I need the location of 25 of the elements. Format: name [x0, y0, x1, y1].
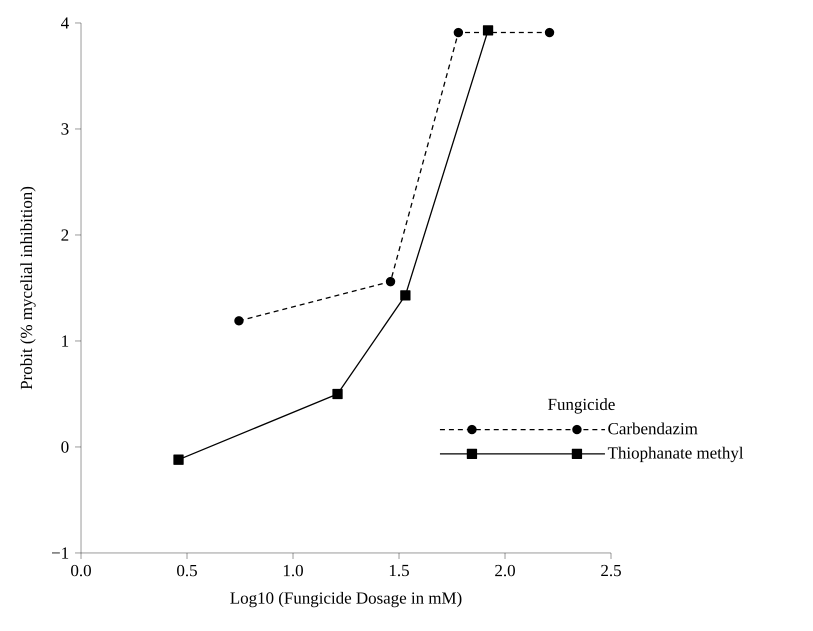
legend-label: Carbendazim	[608, 422, 698, 434]
x-tick-label: 1.5	[390, 564, 409, 576]
point	[400, 290, 411, 301]
point	[234, 316, 244, 326]
x-tick-label: 2.5	[601, 564, 621, 576]
point	[173, 454, 184, 465]
legend-label: Thiophanate methyl	[608, 446, 744, 462]
x-axis-title: Log10 (Fungicide Dosage in mM)	[230, 592, 462, 608]
y-tick-label: 1	[62, 335, 68, 347]
point	[332, 388, 343, 400]
point	[386, 276, 396, 286]
legend-title: Fungicide	[548, 398, 615, 414]
y-tick-label: 4	[61, 17, 69, 29]
y-tick-label: 2	[61, 229, 68, 241]
x-tick-label: 0.5	[177, 564, 197, 576]
point	[482, 25, 494, 36]
point	[544, 28, 554, 38]
point	[454, 28, 464, 38]
x-tick-label: 2.0	[495, 564, 515, 576]
y-tick-label: 0	[61, 441, 69, 453]
x-tick-label: 0.0	[71, 564, 91, 576]
y-tick-label: −1	[52, 547, 68, 559]
y-axis-title: Probit (% mycelial inhibition)	[20, 186, 36, 390]
x-tick-label: 1.0	[284, 564, 303, 576]
y-tick-label: 3	[62, 123, 69, 135]
